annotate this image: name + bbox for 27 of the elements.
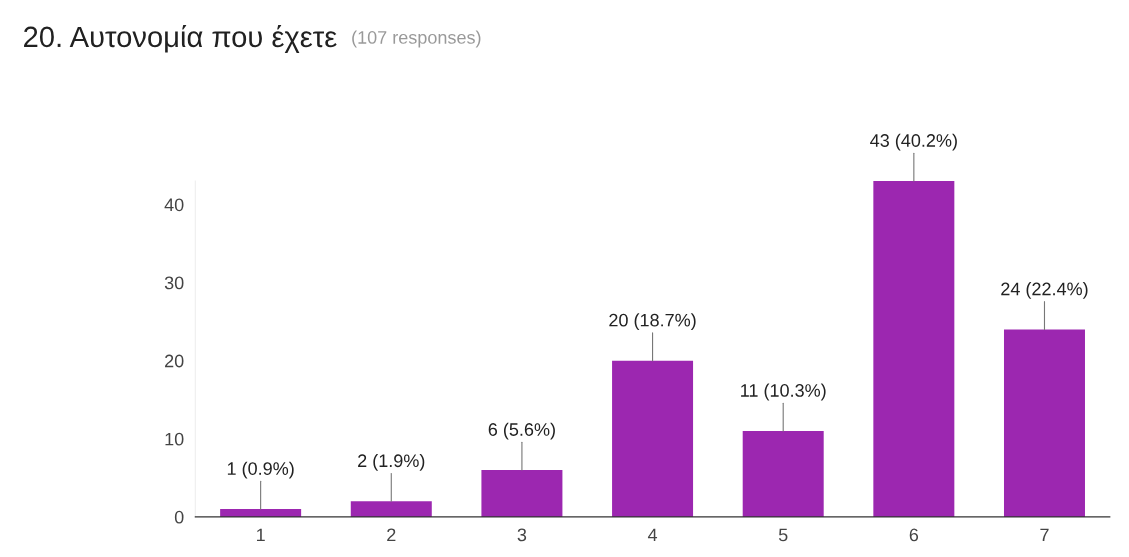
bar (1003, 329, 1085, 517)
chart-title: 20. Αυτονομία που έχετε (24, 24, 337, 53)
y-tick-label: 40 (164, 198, 184, 212)
bar (350, 501, 432, 517)
data-label: 43 (40.2%) (870, 133, 957, 151)
y-tick-label: 30 (164, 276, 184, 290)
data-label: 1 (0.9%) (227, 461, 294, 479)
bar (873, 181, 955, 517)
x-tick-label: 5 (778, 528, 788, 542)
y-tick-label: 20 (165, 354, 184, 368)
data-label: 24 (22.4%) (1001, 282, 1088, 299)
data-label: 20 (18.7%) (609, 313, 696, 331)
bar (481, 470, 563, 517)
y-tick-label: 0 (174, 510, 184, 524)
bar (612, 360, 694, 517)
chart-subtitle: (107 responses) (352, 30, 481, 48)
data-label: 6 (5.6%) (488, 422, 555, 440)
y-tick-label: 10 (165, 432, 184, 446)
x-tick-label: 1 (256, 528, 265, 542)
x-tick-label: 4 (647, 528, 658, 542)
x-tick-label: 7 (1040, 528, 1049, 542)
bar (742, 430, 824, 517)
data-label: 11 (10.3%) (741, 383, 826, 401)
x-tick-label: 2 (387, 528, 396, 542)
data-label: 2 (1.9%) (358, 453, 425, 471)
x-tick-label: 3 (517, 528, 527, 542)
x-tick-label: 6 (909, 528, 919, 542)
